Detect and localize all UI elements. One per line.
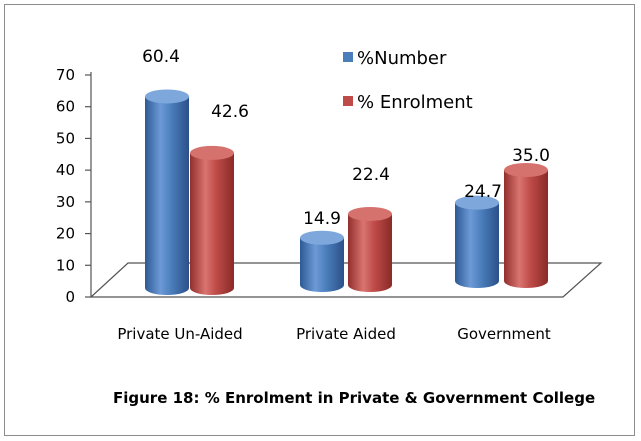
bar-body: [348, 213, 392, 292]
legend-label-enrolment: % Enrolment: [357, 92, 473, 113]
data-label: 22.4: [352, 165, 390, 185]
bar-number-0: [145, 89, 189, 296]
bar-number-1: [300, 230, 344, 292]
data-label: 24.7: [464, 182, 502, 202]
y-tick-label: 20: [56, 225, 75, 243]
category-label: Private Aided: [296, 325, 396, 343]
data-label: 42.6: [211, 102, 249, 122]
bar-top: [190, 145, 234, 160]
legend-swatch-enrolment: [343, 96, 353, 106]
data-label: 35.0: [512, 146, 550, 166]
y-tick-label: 70: [56, 66, 75, 84]
bars: [145, 89, 548, 296]
legend-swatch-number: [343, 52, 353, 62]
bar-enrolment-1: [348, 206, 392, 292]
chart-floor: [89, 262, 603, 298]
bar-top: [348, 206, 392, 221]
category-label: Private Un-Aided: [117, 325, 242, 343]
y-tick-label: 10: [56, 256, 75, 274]
figure-caption: Figure 18: % Enrolment in Private & Gove…: [113, 389, 595, 407]
y-axis-ticks: 0 10 20 30 40 50 60 70: [56, 66, 91, 306]
bar-chart: 0 10 20 30 40 50 60 70 60.4 42.6 14.9 22.4 24.7 35.0…: [56, 47, 603, 407]
y-tick-label: 50: [56, 129, 75, 147]
data-labels: 60.4 42.6 14.9 22.4 24.7 35.0: [142, 47, 550, 229]
bar-body: [455, 202, 499, 288]
bar-body: [300, 237, 344, 292]
bar-body: [145, 96, 189, 296]
bar-body: [504, 170, 548, 288]
bar-enrolment-2: [504, 163, 548, 288]
category-label: Government: [457, 325, 551, 343]
chart-frame: 0 10 20 30 40 50 60 70 60.4 42.6 14.9 22.4 24.7 35.0…: [4, 4, 635, 436]
bar-number-2: [455, 195, 499, 288]
bar-top: [145, 89, 189, 104]
y-tick-label: 30: [56, 193, 75, 211]
data-label: 60.4: [142, 47, 180, 67]
data-label: 14.9: [303, 209, 341, 229]
bar-enrolment-0: [190, 145, 234, 295]
bar-body: [190, 152, 234, 295]
category-labels: Private Un-Aided Private Aided Government: [117, 325, 551, 343]
bar-top: [300, 230, 344, 245]
bar-top: [504, 163, 548, 177]
bar-top: [455, 195, 499, 210]
legend-label-number: %Number: [357, 48, 447, 69]
y-tick-label: 40: [56, 161, 75, 179]
legend: %Number % Enrolment: [343, 48, 473, 113]
y-tick-label: 60: [56, 98, 75, 116]
y-tick-label: 0: [65, 288, 75, 306]
